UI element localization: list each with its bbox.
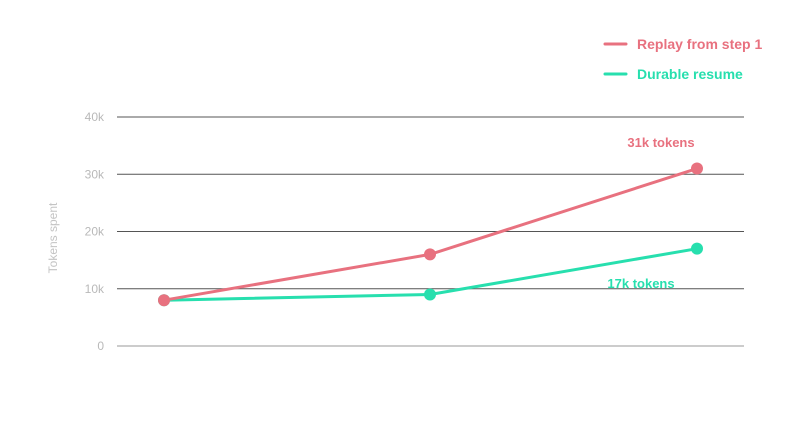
data-point [424, 248, 436, 261]
y-axis-label: Tokens spent [46, 202, 60, 273]
series-end-label: 31k tokens [627, 135, 694, 150]
y-tick-label: 40k [85, 110, 105, 124]
y-tick-label: 10k [85, 282, 105, 296]
y-tick-label: 0 [97, 339, 104, 353]
gridlines [117, 116, 744, 347]
legend: Replay from step 1 Durable resume [603, 36, 762, 82]
series-points [158, 162, 703, 307]
series-end-label: 17k tokens [607, 276, 674, 291]
y-tick-label: 30k [85, 167, 105, 181]
data-point [691, 242, 703, 255]
data-point [691, 162, 703, 175]
data-point [158, 294, 170, 307]
y-axis-ticks: 0 10k 20k 30k 40k [85, 110, 105, 353]
end-labels: 31k tokens 17k tokens [607, 135, 694, 291]
y-tick-label: 20k [85, 225, 105, 239]
legend-label: Durable resume [637, 66, 743, 82]
legend-label: Replay from step 1 [637, 36, 762, 52]
data-point [424, 288, 436, 301]
